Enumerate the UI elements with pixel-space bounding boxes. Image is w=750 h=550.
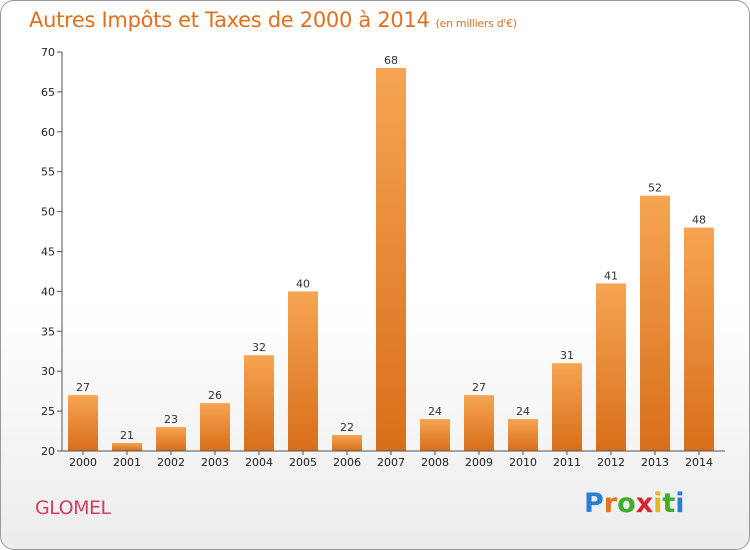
data-label-2011: 31 [560,349,574,362]
x-tick-label-2008: 2008 [421,456,449,469]
data-label-2010: 24 [516,405,530,418]
bar-2009 [464,395,494,451]
x-tick-label-2001: 2001 [113,456,141,469]
data-label-2003: 26 [208,389,222,402]
bar-2005 [288,291,318,451]
x-tick-label-2003: 2003 [201,456,229,469]
bars-group: 27 21 23 26 32 40 22 68 24 27 24 31 41 52 48 [68,54,714,452]
y-tick-label-70: 70 [41,46,55,59]
data-label-2004: 32 [252,341,266,354]
proxiti-logo: Proxiti [584,488,685,519]
y-tick-label-35: 35 [41,325,55,338]
bar-2013 [640,195,670,451]
y-tick-label-60: 60 [41,126,55,139]
data-label-2000: 27 [76,381,90,394]
bar-2012 [596,283,626,451]
x-tick-label-2014: 2014 [685,456,713,469]
x-tick-label-2011: 2011 [553,456,581,469]
bar-2006 [332,435,362,451]
data-label-2007: 68 [384,54,398,67]
y-tick-label-30: 30 [41,365,55,378]
x-tick-label-2007: 2007 [377,456,405,469]
x-tick-label-2005: 2005 [289,456,317,469]
bar-2004 [244,355,274,451]
bar-2014 [684,227,714,451]
bar-2002 [156,427,186,451]
x-tick-label-2000: 2000 [69,456,97,469]
y-tick-label-25: 25 [41,405,55,418]
data-label-2001: 21 [120,429,134,442]
chart-unit: (en milliers d'€) [435,17,517,30]
x-tick-label-2006: 2006 [333,456,361,469]
axes-group: 2000 2001 2002 2003 2004 2005 2006 2007 2008 2009… [41,46,725,469]
bar-2001 [112,443,142,451]
logo-letter: P [584,488,604,519]
x-tick-label-2010: 2010 [509,456,537,469]
data-label-2012: 41 [604,269,618,282]
x-tick-label-2002: 2002 [157,456,185,469]
y-tick-label-20: 20 [41,445,55,458]
y-tick-label-50: 50 [41,206,55,219]
x-tick-label-2009: 2009 [465,456,493,469]
logo-letter: i [653,488,663,519]
bar-2000 [68,395,98,451]
data-label-2013: 52 [648,182,662,195]
data-label-2009: 27 [472,381,486,394]
x-tick-label-2004: 2004 [245,456,273,469]
commune-name: GLOMEL [35,497,111,519]
logo-letter: x [635,488,654,519]
data-label-2008: 24 [428,405,442,418]
bar-2011 [552,363,582,451]
data-label-2002: 23 [164,413,178,426]
y-tick-label-45: 45 [41,246,55,259]
logo-letter: t [662,488,676,519]
bar-2007 [376,67,406,452]
y-tick-label-40: 40 [41,285,55,298]
data-label-2005: 40 [296,277,310,290]
x-tick-label-2012: 2012 [597,456,625,469]
y-tick-label-65: 65 [41,86,55,99]
bar-2010 [508,419,538,451]
bar-2003 [200,403,230,451]
bar-2008 [420,419,450,451]
chart-title-text: Autres Impôts et Taxes de 2000 à 2014 [29,8,430,32]
logo-letter: i [675,488,685,519]
x-tick-label-2013: 2013 [641,456,669,469]
logo-letter: o [617,488,636,519]
data-label-2006: 22 [340,421,354,434]
y-tick-label-55: 55 [41,166,55,179]
data-label-2014: 48 [692,214,706,227]
logo-letter: r [603,488,618,519]
chart-title: Autres Impôts et Taxes de 2000 à 2014 (en… [29,8,517,32]
